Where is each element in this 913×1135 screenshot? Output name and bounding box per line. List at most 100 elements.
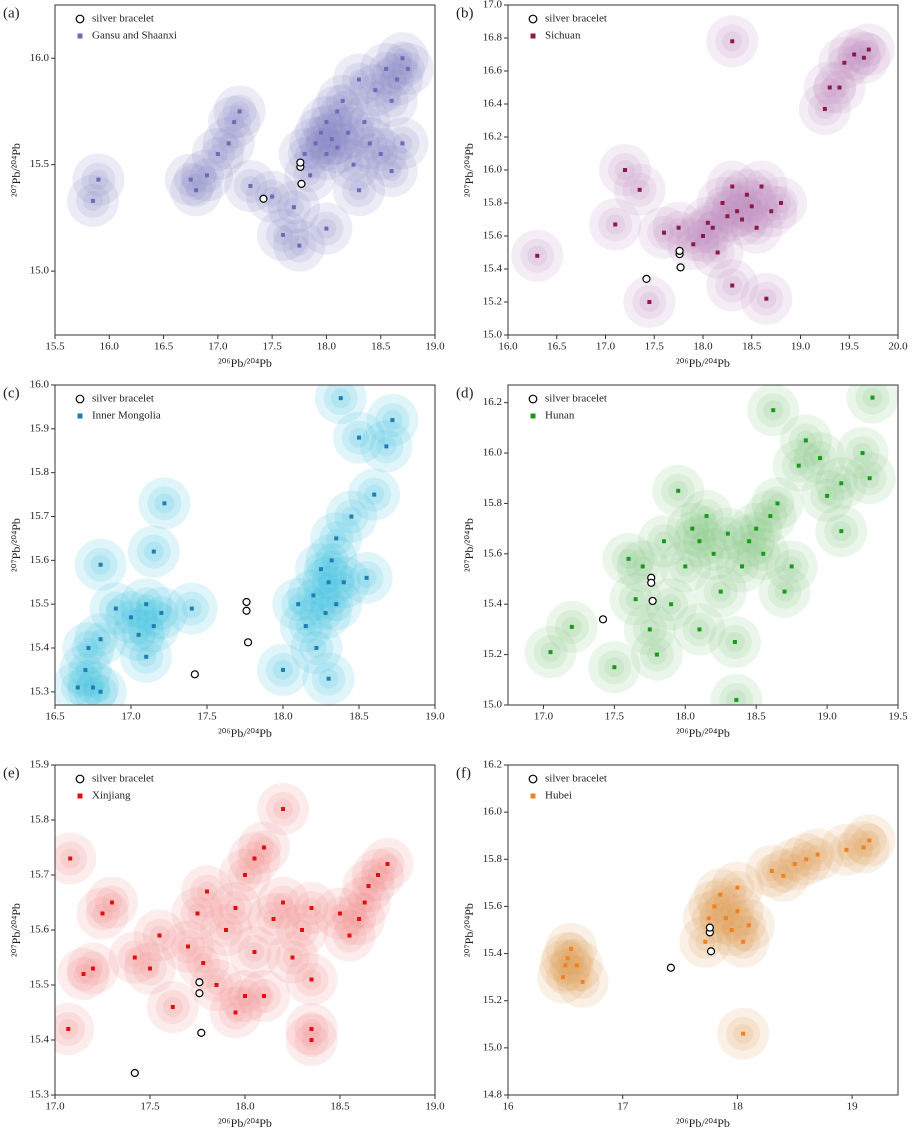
bracelet-point <box>190 670 199 679</box>
data-point <box>804 857 809 862</box>
data-point <box>771 408 776 413</box>
data-point <box>637 187 642 192</box>
data-point <box>384 444 389 449</box>
plot-area <box>537 814 896 1060</box>
plot-frame <box>507 384 899 706</box>
data-point <box>75 685 80 690</box>
x-tick-label: 17.5 <box>605 711 625 723</box>
data-point <box>323 610 328 615</box>
legend-marker <box>75 774 85 784</box>
x-tick-label: 17.5 <box>645 341 665 353</box>
data-point <box>349 514 354 519</box>
data-point <box>309 1038 314 1042</box>
x-tick-label: 17 <box>617 1101 629 1113</box>
x-tick-label: 18.5 <box>742 341 762 353</box>
data-point <box>357 435 361 440</box>
data-point <box>712 904 717 909</box>
data-point <box>110 900 114 905</box>
bracelet-point <box>705 923 714 932</box>
data-point <box>309 1027 314 1031</box>
x-tick-label: 19.0 <box>425 711 445 723</box>
legend-label: silver bracelet <box>92 13 154 25</box>
panel: 17.0 17.5 18.0 18.5 19.0 19.5 15.0 15.2 15.4 15.6… <box>456 384 908 740</box>
y-tick-label: 15.8 <box>483 197 503 209</box>
y-tick-label: 16.8 <box>483 32 503 44</box>
x-tick-label: 16.5 <box>45 711 65 723</box>
x-axis-label: ²⁰⁶Pb/²⁰⁴Pb <box>218 1116 272 1130</box>
data-point <box>376 873 380 877</box>
data-point <box>232 120 237 125</box>
data-point <box>735 885 740 890</box>
data-point <box>796 463 801 468</box>
data-point <box>626 556 631 561</box>
plot-frame <box>54 4 436 336</box>
data-point <box>100 911 105 916</box>
y-axis-label: ²⁰⁷Pb/²⁰⁴Pb <box>9 518 23 572</box>
data-point <box>326 676 331 681</box>
legend-label: silver bracelet <box>545 773 607 785</box>
data-point <box>395 77 399 82</box>
data-point <box>281 807 285 811</box>
legend-marker <box>75 394 85 404</box>
data-point <box>580 979 585 984</box>
bracelet-point <box>259 194 268 203</box>
data-point <box>319 130 323 135</box>
x-tick-label: 19 <box>847 1101 859 1113</box>
data-point <box>761 551 766 556</box>
legend-label: Sichuan <box>545 30 581 42</box>
data-point <box>308 173 313 178</box>
bracelet-point <box>242 597 251 607</box>
legend-marker <box>528 774 538 784</box>
panel-label: (a) <box>3 5 20 21</box>
bracelet-point <box>197 1028 206 1037</box>
data-point <box>730 184 735 189</box>
data-point <box>357 917 361 921</box>
legend-label: Inner Mongolia <box>92 410 161 422</box>
data-point <box>683 564 688 569</box>
x-tick-label: 18.5 <box>371 341 391 353</box>
data-point <box>300 928 304 932</box>
legend-label: silver bracelet <box>92 393 154 405</box>
data-point <box>569 624 574 629</box>
y-tick-label: 15.8 <box>30 466 50 478</box>
y-tick-label: 16.6 <box>483 65 503 77</box>
legend-label: Gansu and Shaanxi <box>92 30 177 42</box>
y-tick-label: 15.2 <box>483 296 502 308</box>
data-point <box>151 624 156 629</box>
data-point <box>725 531 730 536</box>
data-point <box>324 120 329 125</box>
data-point <box>867 476 872 481</box>
data-point <box>347 933 352 938</box>
y-tick-label: 15.6 <box>483 230 503 242</box>
data-point <box>314 646 319 651</box>
bracelet-point <box>598 615 608 624</box>
data-point <box>262 994 266 998</box>
panel-label: (b) <box>456 5 474 21</box>
density-halo <box>726 689 747 705</box>
density-halo <box>67 661 119 705</box>
data-point <box>792 862 797 866</box>
data-point <box>654 652 659 657</box>
legend-marker <box>530 793 536 799</box>
data-point <box>662 230 666 235</box>
data-point <box>569 946 574 951</box>
data-point <box>741 939 746 944</box>
data-point <box>205 889 209 894</box>
x-tick-label: 16.5 <box>154 341 174 353</box>
legend-marker <box>77 33 83 39</box>
data-point <box>113 606 118 611</box>
x-tick-label: 17.0 <box>534 711 554 723</box>
data-point <box>311 593 316 598</box>
data-point <box>189 606 194 611</box>
data-point <box>367 141 372 146</box>
data-point <box>162 501 167 506</box>
plot-frame <box>54 384 436 706</box>
data-point <box>334 602 339 607</box>
panel-label: (c) <box>3 385 20 401</box>
data-point <box>703 939 708 944</box>
data-point <box>867 838 872 843</box>
density-halo <box>846 385 898 424</box>
x-tick-label: 17.5 <box>140 1101 160 1113</box>
data-point <box>243 873 247 877</box>
data-point <box>201 961 206 965</box>
